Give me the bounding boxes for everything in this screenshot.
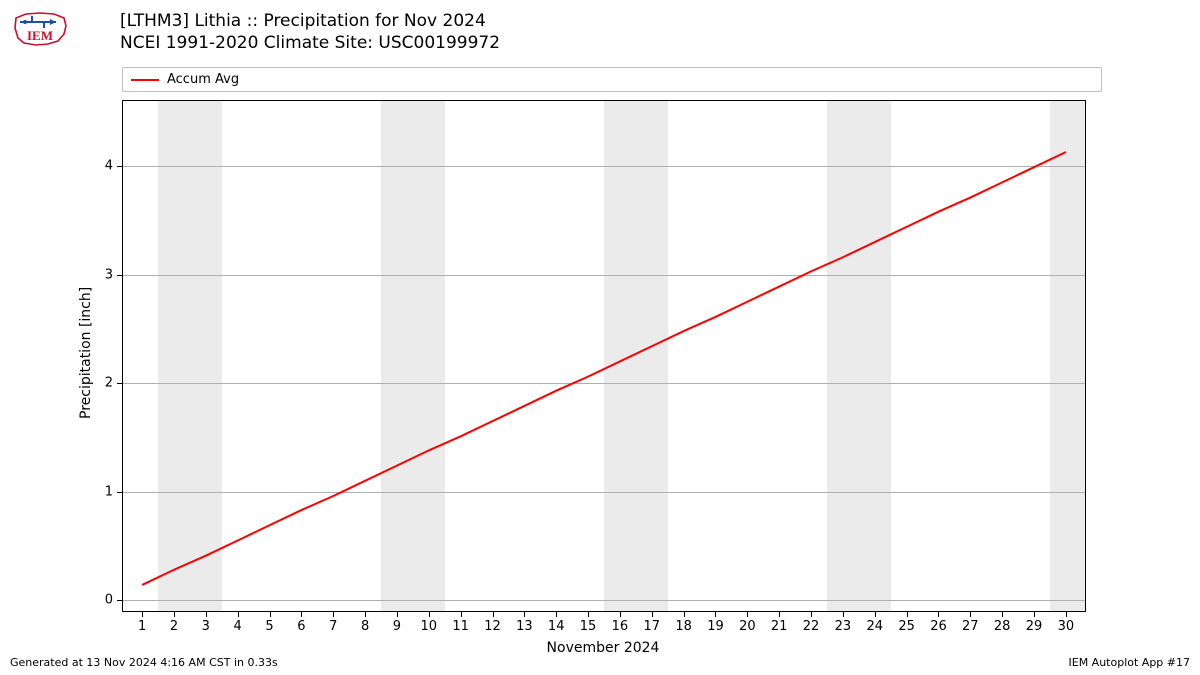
x-tick-label: 15 <box>580 619 597 634</box>
x-tick <box>875 611 876 617</box>
x-tick <box>1002 611 1003 617</box>
footer-generated: Generated at 13 Nov 2024 4:16 AM CST in … <box>10 656 278 669</box>
x-tick <box>365 611 366 617</box>
x-tick-label: 9 <box>393 619 401 634</box>
x-axis-label: November 2024 <box>547 640 660 656</box>
x-tick <box>397 611 398 617</box>
x-tick <box>301 611 302 617</box>
x-tick <box>238 611 239 617</box>
x-tick-label: 24 <box>866 619 883 634</box>
x-tick-label: 4 <box>234 619 242 634</box>
x-tick-label: 22 <box>803 619 820 634</box>
series-layer <box>123 101 1085 611</box>
x-tick-label: 28 <box>994 619 1011 634</box>
x-tick <box>970 611 971 617</box>
x-tick-label: 27 <box>962 619 979 634</box>
x-tick <box>174 611 175 617</box>
x-tick-label: 11 <box>452 619 469 634</box>
x-tick-label: 25 <box>898 619 915 634</box>
x-tick-label: 30 <box>1058 619 1075 634</box>
x-tick <box>588 611 589 617</box>
x-tick <box>556 611 557 617</box>
x-tick-label: 20 <box>739 619 756 634</box>
footer-app: IEM Autoplot App #17 <box>1069 656 1191 669</box>
x-tick <box>270 611 271 617</box>
title-line-1: [LTHM3] Lithia :: Precipitation for Nov … <box>120 10 500 32</box>
x-tick <box>206 611 207 617</box>
x-tick-label: 26 <box>930 619 947 634</box>
x-tick <box>142 611 143 617</box>
y-tick-label: 3 <box>105 267 113 282</box>
x-tick-label: 1 <box>138 619 146 634</box>
x-tick-label: 3 <box>202 619 210 634</box>
x-tick <box>747 611 748 617</box>
x-tick <box>843 611 844 617</box>
x-tick-label: 7 <box>329 619 337 634</box>
x-tick <box>524 611 525 617</box>
x-tick <box>1034 611 1035 617</box>
y-tick-label: 4 <box>105 159 113 174</box>
x-tick-label: 12 <box>484 619 501 634</box>
x-tick-label: 21 <box>771 619 788 634</box>
x-tick-label: 16 <box>612 619 629 634</box>
legend-line <box>131 79 159 81</box>
y-tick-label: 1 <box>105 484 113 499</box>
x-tick <box>333 611 334 617</box>
x-tick-label: 2 <box>170 619 178 634</box>
plot-area: 0123412345678910111213141516171819202122… <box>122 100 1086 612</box>
x-tick <box>652 611 653 617</box>
x-tick-label: 19 <box>707 619 724 634</box>
x-tick <box>779 611 780 617</box>
x-tick-label: 23 <box>835 619 852 634</box>
svg-text:IEM: IEM <box>27 28 53 43</box>
x-tick-label: 10 <box>421 619 438 634</box>
x-tick <box>429 611 430 617</box>
x-tick <box>938 611 939 617</box>
title-line-2: NCEI 1991-2020 Climate Site: USC00199972 <box>120 32 500 54</box>
x-tick <box>1066 611 1067 617</box>
legend-label: Accum Avg <box>167 72 239 87</box>
x-tick <box>684 611 685 617</box>
chart-title: [LTHM3] Lithia :: Precipitation for Nov … <box>120 10 500 54</box>
y-tick-label: 0 <box>105 593 113 608</box>
iem-logo: IEM <box>10 8 70 48</box>
x-tick-label: 6 <box>297 619 305 634</box>
x-tick-label: 14 <box>548 619 565 634</box>
x-tick-label: 18 <box>675 619 692 634</box>
legend: Accum Avg <box>122 67 1102 92</box>
y-tick-label: 2 <box>105 376 113 391</box>
x-tick <box>620 611 621 617</box>
x-tick <box>493 611 494 617</box>
x-tick-label: 5 <box>265 619 273 634</box>
x-tick-label: 8 <box>361 619 369 634</box>
x-tick-label: 13 <box>516 619 533 634</box>
x-tick-label: 17 <box>644 619 661 634</box>
x-tick <box>811 611 812 617</box>
x-tick <box>715 611 716 617</box>
x-tick <box>461 611 462 617</box>
series-line <box>142 152 1066 585</box>
x-tick-label: 29 <box>1026 619 1043 634</box>
x-tick <box>907 611 908 617</box>
y-axis-label: Precipitation [inch] <box>78 287 94 419</box>
